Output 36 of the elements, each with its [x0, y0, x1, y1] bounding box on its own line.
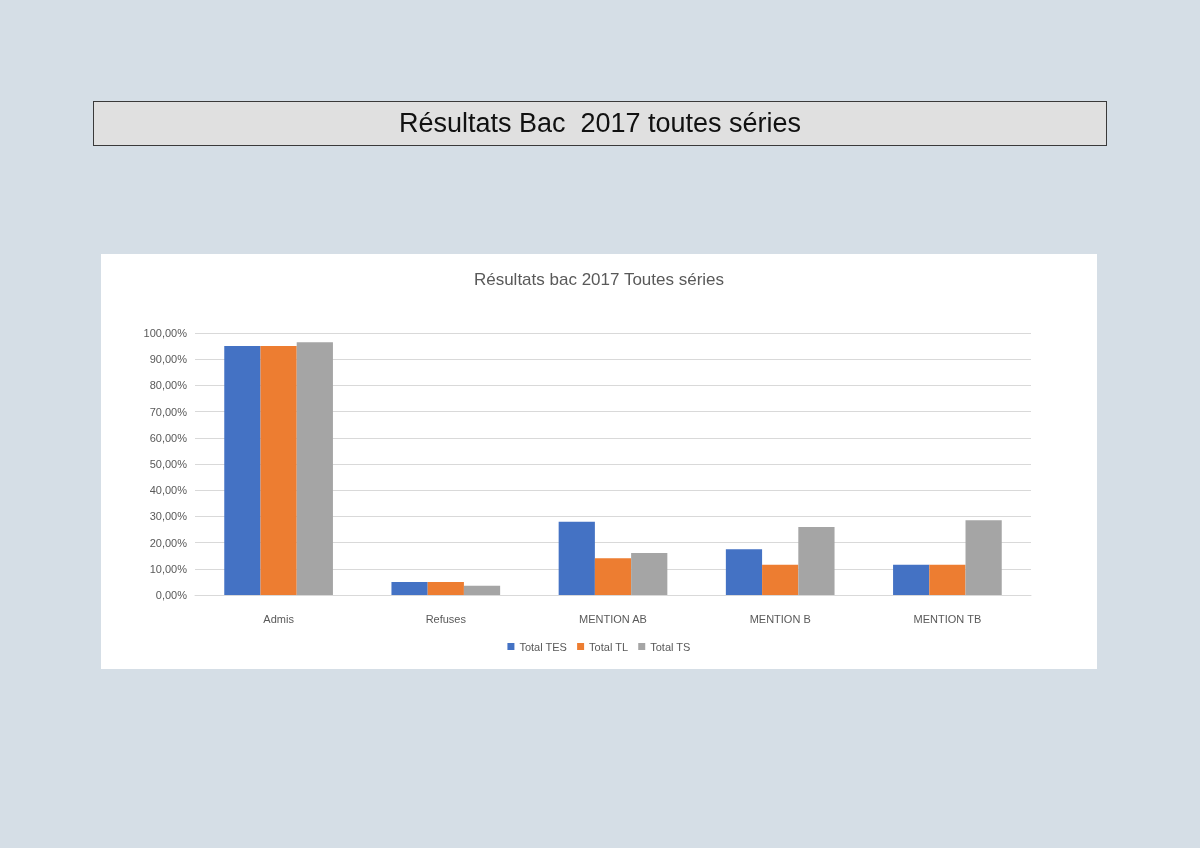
y-tick-label: 20,00%	[149, 536, 188, 549]
x-tick-label: Admis	[263, 612, 295, 625]
y-tick-label: 50,00%	[149, 458, 188, 470]
y-tick-label: 10,00%	[149, 562, 188, 575]
y-tick-label: 80,00%	[149, 379, 188, 392]
bar	[296, 342, 333, 595]
x-tick-label: MENTION B	[749, 612, 811, 625]
x-tick-label: MENTION TB	[913, 612, 982, 625]
y-tick-label: 70,00%	[149, 405, 188, 418]
bar	[427, 581, 464, 595]
chart-subtitle: Résultats bac 2017 Toutes séries	[473, 270, 725, 289]
bar	[929, 564, 966, 595]
bar	[631, 553, 668, 595]
y-tick-label: 30,00%	[149, 510, 188, 523]
y-tick-label: 40,00%	[149, 484, 188, 497]
bar	[798, 526, 835, 595]
chart-title: Résultats Bac 2017 toutes séries	[398, 108, 802, 139]
y-tick-label: 60,00%	[149, 431, 188, 444]
bar	[965, 520, 1002, 595]
y-tick-label: 90,00%	[149, 353, 188, 366]
bar	[558, 521, 595, 595]
bar	[391, 581, 428, 595]
x-tick-label: Refuses	[425, 612, 467, 625]
y-tick-label: 0,00%	[155, 589, 188, 601]
legend-label: Total TS	[650, 640, 691, 653]
legend-label: Total TL	[589, 640, 629, 653]
y-tick-label: 100,00%	[143, 327, 188, 339]
bar	[463, 585, 501, 595]
legend-label: Total TES	[519, 640, 567, 653]
bar	[594, 558, 632, 595]
bar	[762, 564, 799, 595]
bar	[260, 346, 297, 595]
x-tick-label: MENTION AB	[579, 612, 647, 625]
bar	[224, 346, 261, 595]
bar	[725, 549, 763, 595]
bar	[893, 564, 930, 595]
